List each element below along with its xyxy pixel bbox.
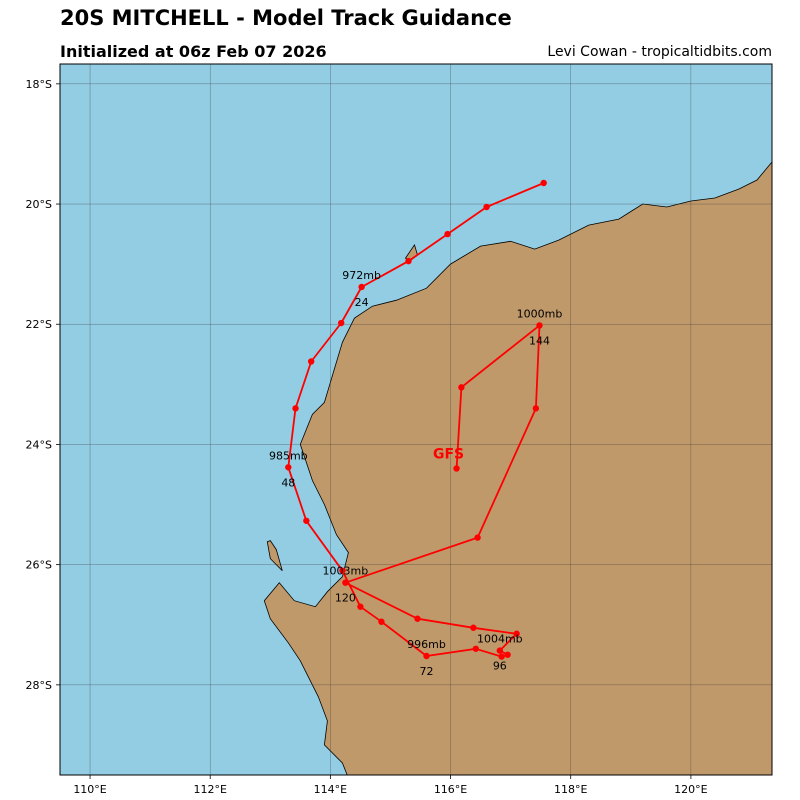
hour-label: 72 (420, 665, 434, 678)
y-tick-label: 22°S (26, 318, 52, 331)
x-tick-label: 110°E (73, 783, 106, 796)
page-title: 20S MITCHELL - Model Track Guidance (60, 6, 512, 30)
hour-label: 144 (529, 334, 550, 347)
track-point (483, 203, 490, 211)
credit-text: Levi Cowan - tropicaltidbits.com (547, 44, 772, 60)
track-point (342, 579, 349, 586)
hour-label: 120 (335, 592, 356, 605)
pressure-label: 1000mb (517, 307, 563, 320)
track-point (357, 603, 364, 610)
track-point (498, 653, 505, 660)
y-tick-label: 24°S (26, 438, 52, 451)
track-point (337, 319, 345, 327)
pressure-label: 1004mb (477, 633, 523, 646)
track-point (358, 283, 365, 291)
track-point (339, 567, 346, 574)
track-point (307, 358, 315, 365)
y-tick-label: 18°S (26, 78, 52, 91)
track-point (496, 647, 504, 654)
y-tick-label: 28°S (26, 679, 52, 692)
pressure-label: 985mb (269, 449, 308, 462)
x-tick-label: 112°E (193, 783, 226, 796)
pressure-label: 972mb (342, 269, 381, 282)
land-mass (263, 161, 772, 775)
track-point (303, 517, 310, 524)
track-point (472, 645, 479, 652)
track-point (470, 624, 477, 631)
track-point (474, 534, 481, 541)
x-tick-label: 116°E (434, 783, 467, 796)
track-point (285, 464, 292, 471)
x-tick-label: 118°E (554, 783, 587, 796)
y-tick-label: 26°S (26, 559, 52, 572)
track-point (292, 405, 299, 412)
hour-label: 96 (493, 660, 507, 673)
track-point (453, 465, 460, 472)
track-point (513, 630, 520, 637)
map-frame (59, 63, 773, 776)
x-tick-label: 120°E (674, 783, 707, 796)
hour-label: 24 (355, 296, 369, 309)
track-point (536, 322, 543, 329)
x-tick-label: 114°E (314, 783, 347, 796)
pressure-label: 1003mb (323, 565, 369, 578)
track-point (405, 257, 412, 265)
track-point (444, 230, 451, 238)
track-point (458, 384, 465, 391)
track-point (378, 618, 385, 625)
track-point (532, 405, 540, 412)
track-point (540, 179, 547, 187)
hour-label: 48 (281, 476, 295, 489)
track-point (423, 652, 430, 660)
pressure-label: 996mb (407, 638, 446, 651)
track-point (414, 615, 421, 622)
track-point (504, 651, 511, 658)
init-time-subtitle: Initialized at 06z Feb 07 2026 (60, 42, 327, 61)
model-label: GFS (433, 446, 464, 462)
y-tick-label: 20°S (26, 198, 52, 211)
